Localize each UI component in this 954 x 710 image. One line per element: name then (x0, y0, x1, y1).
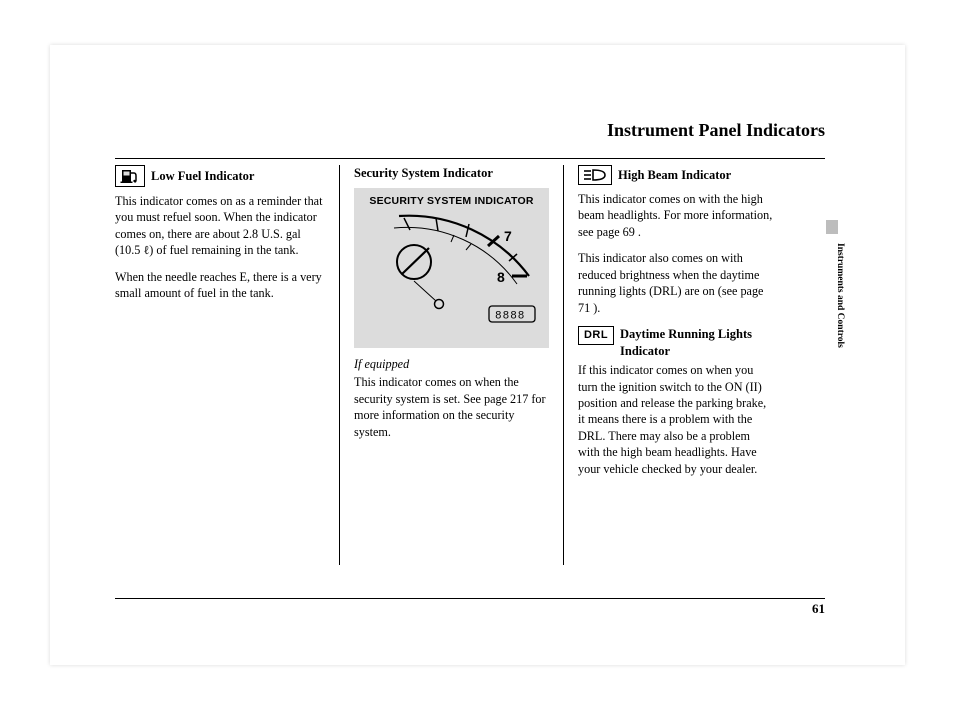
high-beam-p2: This indicator also comes on with reduce… (578, 250, 773, 316)
gauge-mark-7: 7 (504, 228, 512, 244)
high-beam-header: High Beam Indicator (578, 165, 773, 185)
page-number: 61 (812, 601, 825, 617)
security-diagram: SECURITY SYSTEM INDICATOR 7 (354, 188, 549, 348)
security-heading: Security System Indicator (354, 165, 549, 182)
section-tab (826, 220, 838, 234)
fuel-pump-icon (115, 165, 145, 187)
odometer-value: 8888 (495, 310, 525, 322)
column-low-fuel: Low Fuel Indicator This indicator comes … (115, 165, 325, 365)
drl-icon: DRL (578, 326, 614, 345)
gauge-mark-8: 8 (497, 269, 505, 285)
drl-heading: Daytime Running Lights Indicator (620, 326, 773, 360)
low-fuel-p1: This indicator comes on as a reminder th… (115, 193, 325, 259)
drl-p1: If this indicator comes on when you turn… (578, 362, 773, 477)
drl-header: DRL Daytime Running Lights Indicator (578, 326, 773, 360)
low-fuel-header: Low Fuel Indicator (115, 165, 325, 187)
columns: Low Fuel Indicator This indicator comes … (115, 165, 825, 565)
column-security: Security System Indicator SECURITY SYSTE… (339, 165, 549, 565)
low-fuel-p2: When the needle reaches E, there is a ve… (115, 269, 325, 302)
bottom-rule (115, 598, 825, 599)
column-highbeam-drl: High Beam Indicator This indicator comes… (563, 165, 773, 565)
manual-page: Instrument Panel Indicators Low Fuel Ind… (50, 45, 905, 665)
page-title: Instrument Panel Indicators (607, 120, 825, 141)
high-beam-icon (578, 165, 612, 185)
low-fuel-heading: Low Fuel Indicator (151, 168, 325, 185)
gauge-svg: 7 8 8888 (354, 206, 549, 346)
top-rule (115, 158, 825, 159)
high-beam-heading: High Beam Indicator (618, 167, 773, 184)
security-p1: This indicator comes on when the securit… (354, 374, 549, 440)
section-label: Instruments and Controls (835, 243, 845, 348)
high-beam-p1: This indicator comes on with the high be… (578, 191, 773, 240)
if-equipped: If equipped (354, 356, 549, 372)
